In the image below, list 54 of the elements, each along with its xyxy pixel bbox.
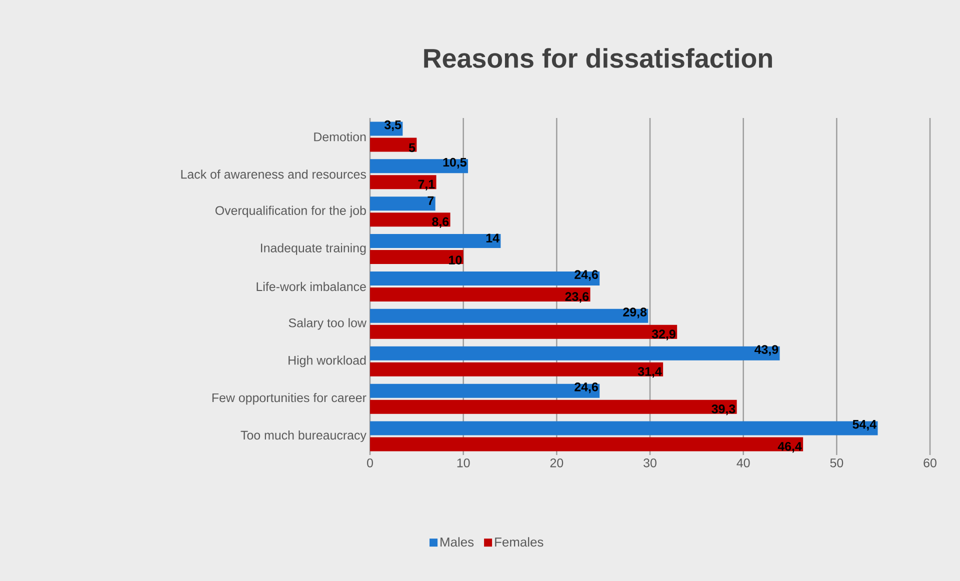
data-label: 5 xyxy=(408,143,416,152)
bar xyxy=(370,175,436,190)
x-tick-label: 50 xyxy=(830,458,844,468)
bar xyxy=(370,437,804,452)
y-tick-label: Lack of awareness and resources xyxy=(181,170,366,179)
y-tick-label: High workload xyxy=(288,356,366,368)
bar xyxy=(370,384,600,398)
bar xyxy=(370,271,600,286)
data-label: 43,9 xyxy=(754,345,778,356)
data-label: 10,5 xyxy=(443,158,466,168)
data-label: 24,6 xyxy=(574,382,598,394)
data-label: 23,6 xyxy=(565,292,589,303)
data-label: 3,5 xyxy=(384,120,402,132)
data-label: 7 xyxy=(428,196,434,205)
bar xyxy=(370,324,678,339)
legend-label: Males xyxy=(440,537,474,547)
y-tick-label: Too much bureaucracy xyxy=(240,430,366,442)
y-tick-label: Few opportunities for career xyxy=(212,393,366,405)
legend-label: Females xyxy=(495,537,544,547)
bar xyxy=(370,400,737,414)
y-tick-label: Inadequate training xyxy=(261,243,366,255)
bar xyxy=(370,421,878,436)
data-label: 7,1 xyxy=(418,180,435,190)
x-tick-label: 0 xyxy=(367,458,373,468)
data-label: 31,4 xyxy=(638,367,662,378)
data-label: 8,6 xyxy=(432,217,449,228)
data-label: 10 xyxy=(449,256,462,264)
bar xyxy=(370,362,664,376)
x-tick-label: 40 xyxy=(736,458,750,468)
data-label: 29,8 xyxy=(623,308,647,318)
data-label: 32,9 xyxy=(652,330,676,340)
bar xyxy=(370,234,501,248)
y-tick-label: Salary too low xyxy=(288,318,367,330)
bar xyxy=(370,212,450,227)
bar xyxy=(370,159,468,174)
bar xyxy=(370,308,648,323)
bar xyxy=(370,196,436,211)
y-tick-label: Life-work imbalance xyxy=(256,282,366,292)
data-label: 46,4 xyxy=(778,442,802,453)
bar xyxy=(370,287,590,302)
x-tick-label: 20 xyxy=(550,458,564,468)
data-label: 39,3 xyxy=(712,404,736,416)
y-tick-label: Overqualification for the job xyxy=(215,206,366,218)
bar xyxy=(370,138,417,152)
x-tick-label: 10 xyxy=(457,458,470,468)
y-tick-label: Demotion xyxy=(314,132,366,142)
chart-title: Reasons for dissatisfaction xyxy=(424,48,772,68)
bar xyxy=(370,346,780,360)
data-label: 14 xyxy=(486,234,500,242)
bar xyxy=(370,250,464,264)
data-label: 54,4 xyxy=(852,420,876,431)
x-tick-label: 30 xyxy=(644,458,656,468)
data-label: 24,6 xyxy=(574,270,598,281)
x-tick-label: 60 xyxy=(924,458,936,468)
